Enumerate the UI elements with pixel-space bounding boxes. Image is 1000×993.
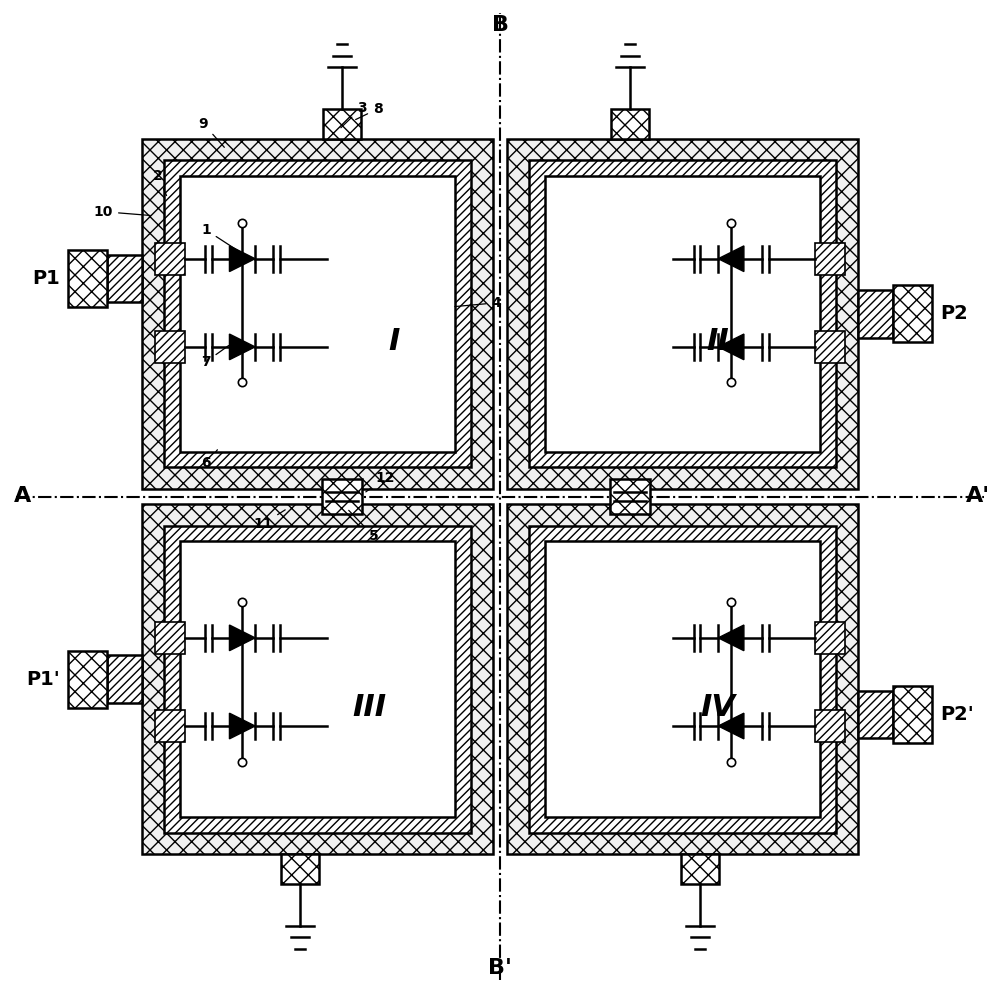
Polygon shape (229, 334, 255, 359)
Text: P2': P2' (940, 705, 974, 724)
Bar (155, 243, 185, 274)
Bar (281, 854, 319, 884)
Bar (507, 503, 858, 854)
Text: 2: 2 (153, 170, 167, 196)
Bar (68, 650, 107, 708)
Text: 10: 10 (94, 205, 150, 218)
Text: P2: P2 (940, 304, 968, 324)
Text: B: B (492, 15, 509, 35)
Bar (610, 479, 650, 514)
Bar (815, 331, 845, 362)
Text: 4: 4 (455, 296, 501, 310)
Polygon shape (718, 713, 744, 739)
Polygon shape (718, 246, 744, 271)
Bar (611, 109, 649, 139)
Bar (815, 243, 845, 274)
Bar (529, 525, 836, 833)
Bar (529, 160, 836, 468)
Text: A: A (13, 487, 31, 506)
Polygon shape (718, 625, 744, 650)
Text: 3: 3 (341, 101, 366, 128)
Bar (107, 655, 142, 703)
Bar (322, 479, 362, 514)
Bar (164, 160, 471, 468)
Bar (164, 525, 471, 833)
Bar (68, 250, 107, 308)
Text: 12: 12 (366, 471, 395, 492)
Text: I: I (389, 328, 400, 356)
Polygon shape (229, 246, 255, 271)
Bar (180, 541, 455, 817)
Bar (858, 290, 893, 338)
Text: III: III (353, 693, 387, 722)
Text: 6: 6 (201, 450, 217, 471)
Bar (681, 854, 719, 884)
Bar (180, 176, 455, 452)
Bar (142, 139, 493, 490)
Text: 1: 1 (201, 223, 243, 254)
Text: B': B' (488, 958, 512, 978)
Text: 7: 7 (201, 346, 229, 368)
Bar (155, 622, 185, 653)
Polygon shape (229, 713, 255, 739)
Polygon shape (229, 625, 255, 650)
Bar (545, 176, 820, 452)
Bar (107, 255, 142, 303)
Bar (858, 690, 893, 738)
Bar (893, 685, 932, 743)
Bar (545, 541, 820, 817)
Text: P1': P1' (26, 669, 60, 689)
Text: 9: 9 (199, 117, 224, 147)
Bar (507, 139, 858, 490)
Text: 8: 8 (356, 102, 383, 119)
Bar (155, 710, 185, 742)
Text: P1: P1 (32, 269, 60, 288)
Bar (142, 503, 493, 854)
Text: II: II (706, 328, 729, 356)
Bar (815, 622, 845, 653)
Bar (815, 710, 845, 742)
Polygon shape (718, 334, 744, 359)
Text: 11: 11 (253, 509, 285, 531)
Text: 5: 5 (349, 510, 378, 543)
Text: A': A' (966, 487, 990, 506)
Bar (155, 331, 185, 362)
Bar (323, 109, 361, 139)
Text: IV: IV (700, 693, 735, 722)
Bar (893, 285, 932, 343)
